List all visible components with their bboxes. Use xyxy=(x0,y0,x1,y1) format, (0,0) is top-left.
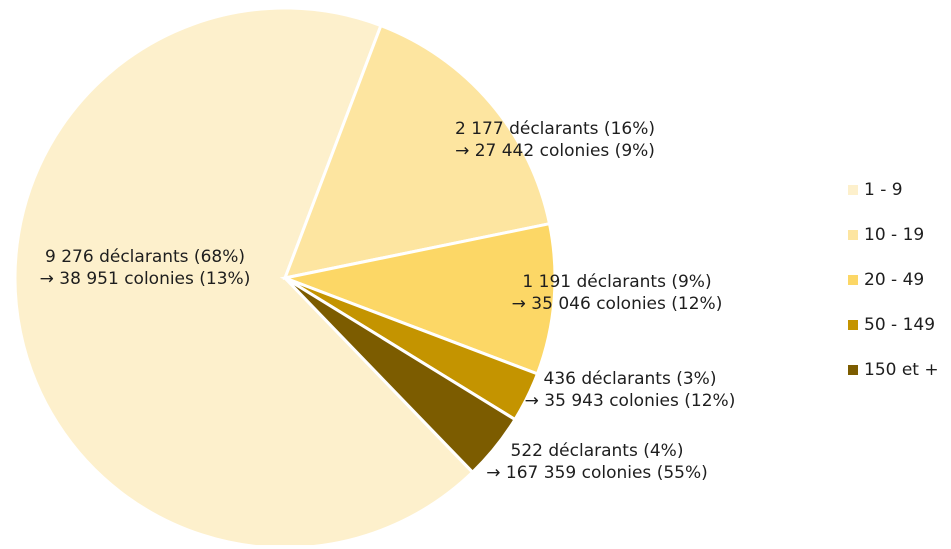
data-label: → 27 442 colonies (9%) xyxy=(455,141,655,161)
data-label: 522 déclarants (4%) xyxy=(511,441,684,461)
legend-label: 20 - 49 xyxy=(864,270,924,290)
data-label: → 35 943 colonies (12%) xyxy=(525,391,736,411)
pie-slice xyxy=(282,23,552,281)
legend-label: 1 - 9 xyxy=(864,180,903,200)
data-label: 2 177 déclarants (16%) xyxy=(455,119,655,139)
legend-label: 150 et + xyxy=(864,360,939,380)
data-label: → 35 046 colonies (12%) xyxy=(512,294,723,314)
legend-swatch xyxy=(848,320,858,330)
legend-label: 10 - 19 xyxy=(864,225,924,245)
data-label: → 38 951 colonies (13%) xyxy=(40,269,251,289)
legend-swatch xyxy=(848,230,858,240)
data-label: → 167 359 colonies (55%) xyxy=(486,463,708,483)
pie-slice xyxy=(283,276,518,475)
data-label: 1 191 déclarants (9%) xyxy=(522,272,711,292)
pie-slice xyxy=(279,221,557,376)
legend-swatch xyxy=(848,365,858,375)
data-label: 9 276 déclarants (68%) xyxy=(45,247,245,267)
legend-swatch xyxy=(848,185,858,195)
legend-swatch xyxy=(848,275,858,285)
data-label: 436 déclarants (3%) xyxy=(544,369,717,389)
legend-label: 50 - 149 xyxy=(864,315,935,335)
